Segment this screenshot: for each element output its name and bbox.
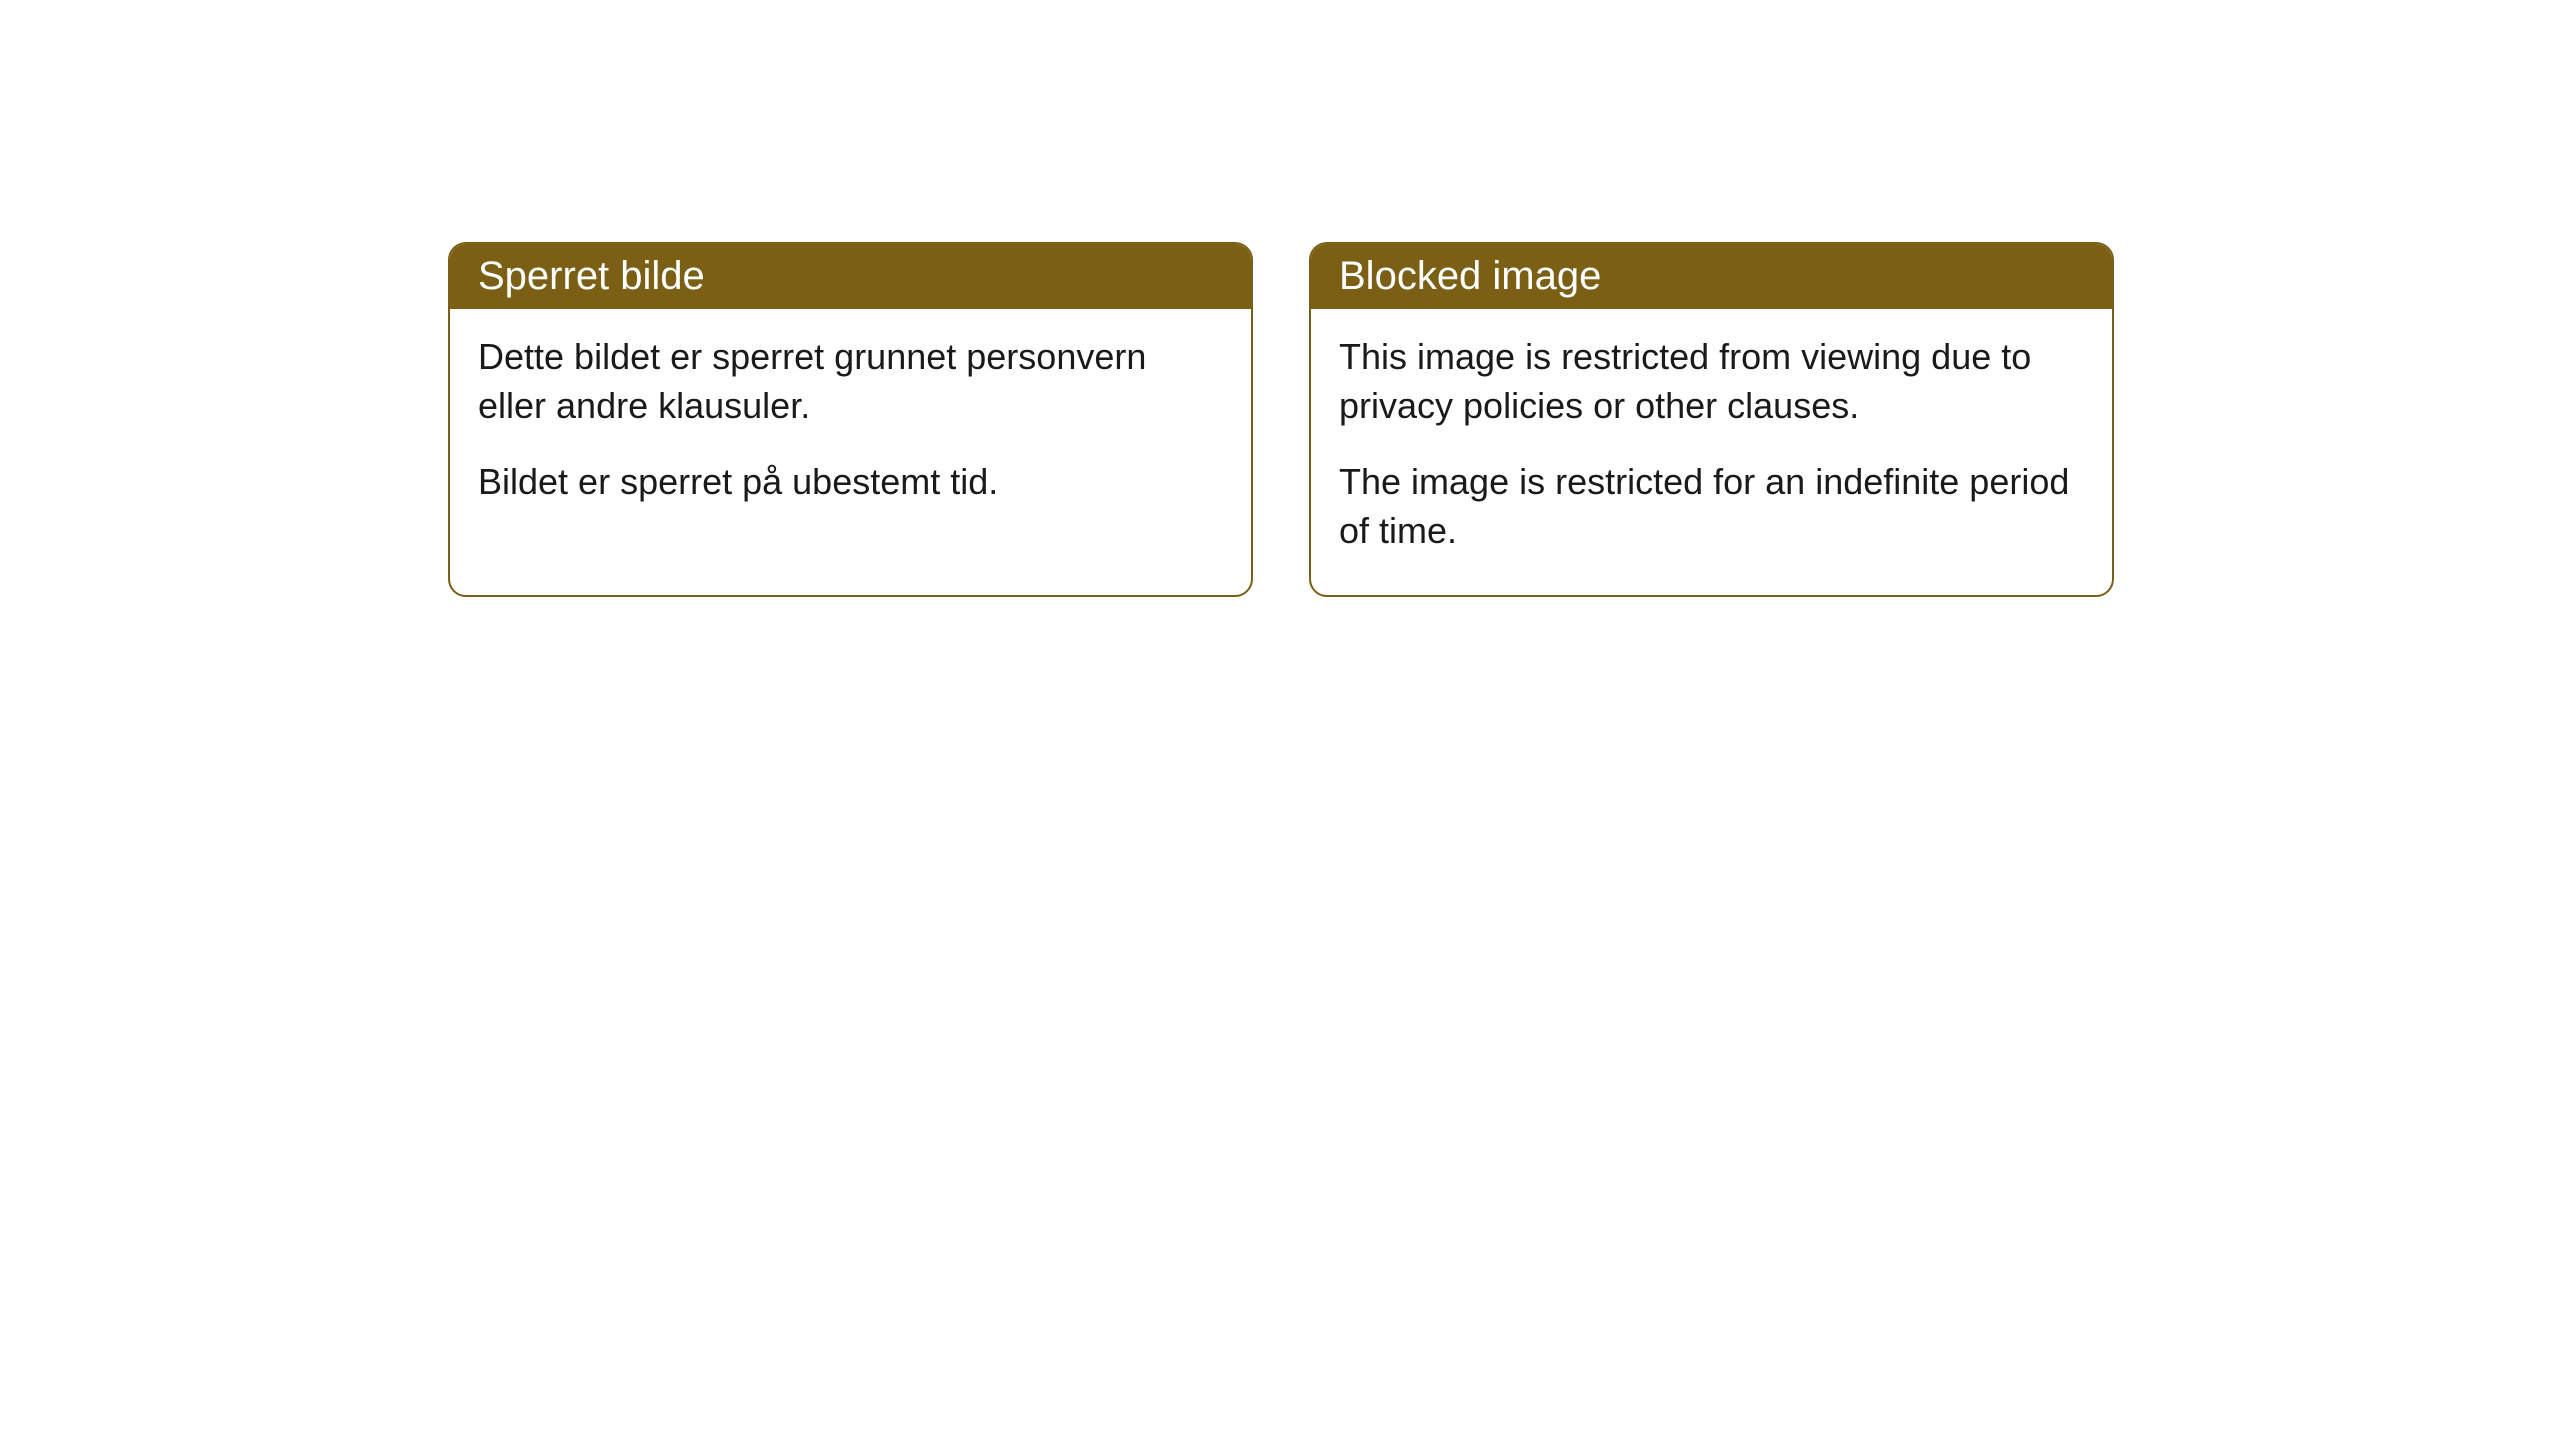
card-header: Blocked image xyxy=(1311,244,2112,309)
card-paragraph: Dette bildet er sperret grunnet personve… xyxy=(478,333,1223,430)
card-paragraph: Bildet er sperret på ubestemt tid. xyxy=(478,458,1223,507)
card-title: Sperret bilde xyxy=(478,254,705,298)
notice-card-english: Blocked image This image is restricted f… xyxy=(1309,242,2114,597)
card-title: Blocked image xyxy=(1339,254,1601,298)
notice-card-norwegian: Sperret bilde Dette bildet er sperret gr… xyxy=(448,242,1253,597)
card-body: This image is restricted from viewing du… xyxy=(1311,309,2112,595)
card-body: Dette bildet er sperret grunnet personve… xyxy=(450,309,1251,547)
card-paragraph: This image is restricted from viewing du… xyxy=(1339,333,2084,430)
card-header: Sperret bilde xyxy=(450,244,1251,309)
notice-cards-container: Sperret bilde Dette bildet er sperret gr… xyxy=(448,242,2114,597)
card-paragraph: The image is restricted for an indefinit… xyxy=(1339,458,2084,555)
